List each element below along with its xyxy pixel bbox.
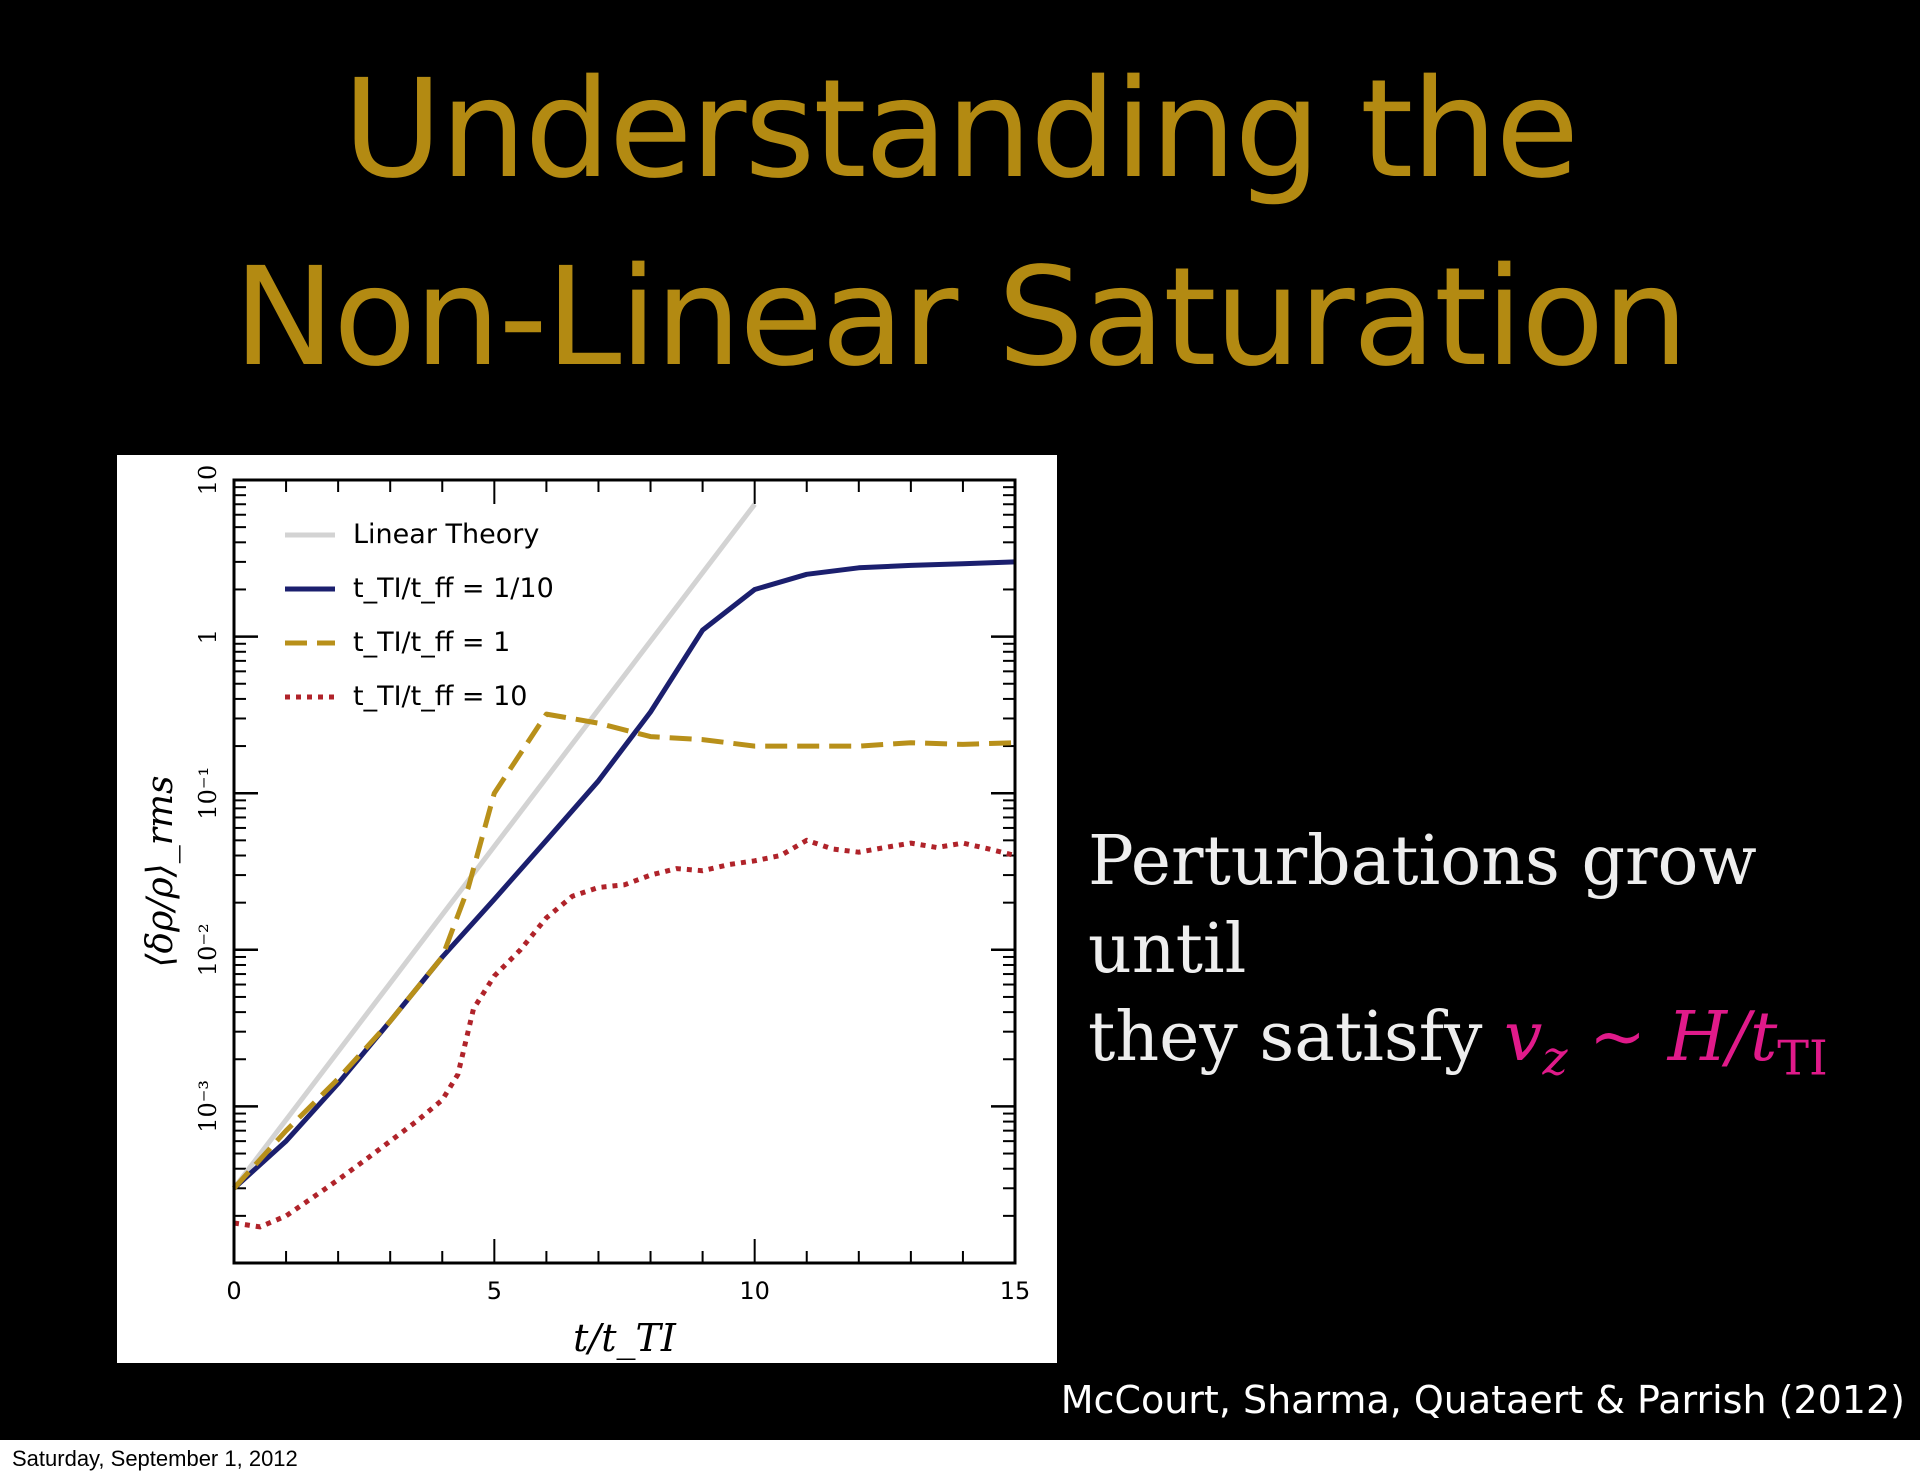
- y-tick-label: 10⁻²: [194, 923, 222, 976]
- y-axis-label: ⟨δρ/ρ⟩_rms: [140, 775, 181, 967]
- plot-panel: 10⁻³ 10⁻² 10⁻¹ 1 10 0 5 10 15 t/t_TI ⟨δρ/ρ⟩_rms Lin…: [117, 455, 1057, 1363]
- caption-math-vsub: z: [1542, 1031, 1568, 1087]
- caption: Perturbations grow until they satisfy vz…: [1088, 818, 1908, 1104]
- y-tick-label: 1: [194, 629, 222, 644]
- legend-label-1: t_TI/t_ff = 1/10: [353, 573, 554, 604]
- caption-math-v: v: [1504, 998, 1543, 1077]
- density-perturbation-chart: 10⁻³ 10⁻² 10⁻¹ 1 10 0 5 10 15 t/t_TI ⟨δρ/ρ⟩_rms Lin…: [140, 465, 1031, 1361]
- legend-label-3: t_TI/t_ff = 10: [353, 681, 527, 712]
- series-line-2: [232, 711, 1016, 1190]
- caption-line-2: they satisfy vz ~ H/tTI: [1088, 994, 1908, 1104]
- series-line-1: [232, 559, 1016, 1191]
- slide: Understanding the Non-Linear Saturation …: [0, 0, 1920, 1440]
- caption-math-sep: ~: [1567, 998, 1668, 1077]
- y-tick-label: 10: [194, 465, 222, 496]
- footer-date: Saturday, September 1, 2012: [12, 1446, 298, 1471]
- slide-title-line-1: Understanding the: [342, 51, 1579, 209]
- caption-math-hsub: TI: [1777, 1031, 1828, 1087]
- legend-label-0: Linear Theory: [353, 519, 539, 550]
- series-line-3: [233, 837, 1016, 1230]
- x-tick-label: 10: [739, 1277, 770, 1305]
- x-tick-label: 15: [1000, 1277, 1031, 1305]
- plot-frame: [232, 478, 1017, 1265]
- caption-line-1: Perturbations grow until: [1088, 822, 1757, 989]
- caption-math: vz ~ H/tTI: [1504, 998, 1828, 1087]
- citation-credit: McCourt, Sharma, Quataert & Parrish (201…: [1060, 1378, 1905, 1422]
- x-tick-label: 0: [226, 1277, 241, 1305]
- x-tick-label: 5: [487, 1277, 502, 1305]
- slide-title-line-2: Non-Linear Saturation: [233, 239, 1688, 397]
- series-line-0: [232, 502, 757, 1190]
- caption-math-h: H/t: [1667, 998, 1778, 1077]
- y-tick-label: 10⁻¹: [194, 767, 222, 820]
- legend-label-2: t_TI/t_ff = 1: [353, 627, 510, 658]
- caption-text-2: they satisfy: [1088, 998, 1483, 1077]
- y-tick-label: 10⁻³: [194, 1080, 222, 1133]
- x-axis-label: t/t_TI: [573, 1316, 677, 1361]
